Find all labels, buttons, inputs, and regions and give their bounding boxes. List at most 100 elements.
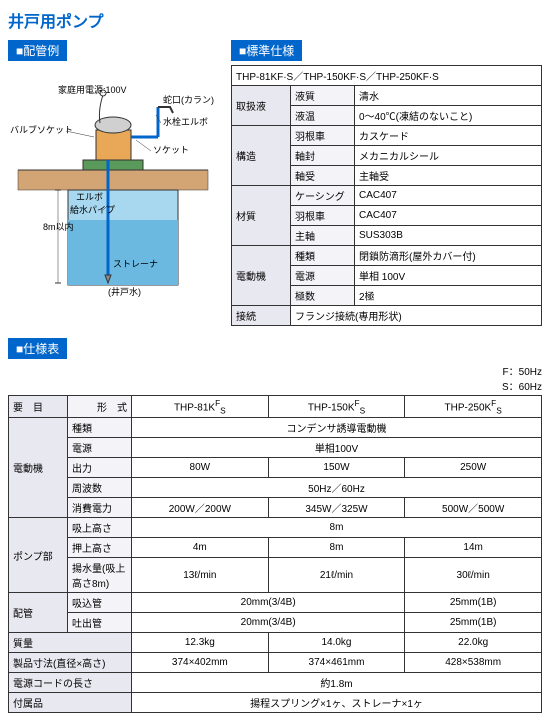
val-cell: 21ℓ/min: [268, 558, 405, 593]
cat-cell: 電源コードの長さ: [9, 673, 132, 693]
label-elbow: エルボ: [76, 192, 103, 202]
val-cell: 12.3kg: [132, 633, 269, 653]
val-cell: 0～40℃(凍結のないこと): [355, 106, 542, 126]
sub-cell: 種類: [68, 418, 132, 438]
val-cell: 4m: [132, 538, 269, 558]
label-socket: ソケット: [153, 145, 189, 155]
val-cell: 374×402mm: [132, 653, 269, 673]
val-cell: 単相100V: [132, 438, 542, 458]
label-depth: 8m以内: [43, 221, 74, 232]
sub-cell: 電源: [68, 438, 132, 458]
sub-cell: 液質: [291, 86, 355, 106]
label-strainer: ストレーナ: [113, 259, 158, 269]
val-cell: 8m: [268, 538, 405, 558]
val-cell: 80W: [132, 458, 269, 478]
val-cell: 345W／325W: [268, 498, 405, 518]
model-3: THP-250KFS: [405, 396, 542, 418]
sub-cell: 出力: [68, 458, 132, 478]
page-title: 井戸用ポンプ: [8, 8, 542, 32]
val-cell: フランジ接続(専用形状): [291, 306, 542, 326]
sub-cell: 軸受: [291, 166, 355, 186]
sub-cell: 液温: [291, 106, 355, 126]
label-faucet: 蛇口(カラン): [163, 94, 214, 105]
val-cell: 14m: [405, 538, 542, 558]
spec-table: 要 目 形 式 THP-81KFS THP-150KFS THP-250KFS …: [8, 395, 542, 713]
cat-cell: 接続: [232, 306, 291, 326]
val-cell: 25mm(1B): [405, 613, 542, 633]
standard-spec-table: THP-81KF·S／THP-150KF·S／THP-250KF·S 取扱液液質…: [231, 65, 542, 326]
val-cell: SUS303B: [355, 226, 542, 246]
val-cell: 8m: [132, 518, 542, 538]
cat-cell: 材質: [232, 186, 291, 246]
cat-cell: 取扱液: [232, 86, 291, 126]
sub-cell: 消費電力: [68, 498, 132, 518]
diagram-section: ■配管例: [8, 40, 223, 326]
col-model: 形 式: [68, 396, 132, 418]
cat-cell: 付属品: [9, 693, 132, 713]
sub-cell: 極数: [291, 286, 355, 306]
label-pipe: 給水パイプ: [70, 204, 115, 215]
sub-cell: 主軸: [291, 226, 355, 246]
val-cell: 22.0kg: [405, 633, 542, 653]
val-cell: 揚程スプリング×1ヶ、ストレーナ×1ヶ: [132, 693, 542, 713]
spec-table-header: ■仕様表: [8, 338, 67, 359]
sub-cell: 周波数: [68, 478, 132, 498]
sub-cell: ケーシング: [291, 186, 355, 206]
val-cell: 単相 100V: [355, 266, 542, 286]
val-cell: 250W: [405, 458, 542, 478]
val-cell: 13ℓ/min: [132, 558, 269, 593]
sub-cell: 吸上高さ: [68, 518, 132, 538]
sub-cell: 軸封: [291, 146, 355, 166]
val-cell: 2極: [355, 286, 542, 306]
sub-cell: 羽根車: [291, 126, 355, 146]
val-cell: 閉鎖防滴形(屋外カバー付): [355, 246, 542, 266]
freq-note: F：50Hz S：60Hz: [8, 363, 542, 393]
val-cell: CAC407: [355, 186, 542, 206]
val-cell: 428×538mm: [405, 653, 542, 673]
sub-cell: 吐出管: [68, 613, 132, 633]
val-cell: 20mm(3/4B): [132, 593, 405, 613]
val-cell: メカニカルシール: [355, 146, 542, 166]
sub-cell: 押上高さ: [68, 538, 132, 558]
val-cell: 14.0kg: [268, 633, 405, 653]
col-item: 要 目: [9, 396, 68, 418]
top-row: ■配管例: [8, 40, 542, 326]
label-power: 家庭用電源:100V: [58, 84, 127, 95]
cat-cell: ポンプ部: [9, 518, 68, 593]
cat-cell: 製品寸法(直径×高さ): [9, 653, 132, 673]
val-cell: CAC407: [355, 206, 542, 226]
model-1: THP-81KFS: [132, 396, 269, 418]
standard-spec-header: ■標準仕様: [231, 40, 302, 61]
val-cell: 主軸受: [355, 166, 542, 186]
cat-cell: 電動機: [9, 418, 68, 518]
piping-diagram: 家庭用電源:100V 蛇口(カラン) バルブソケット 水栓エルボ ソケット エル…: [8, 65, 218, 305]
cat-cell: 電動機: [232, 246, 291, 306]
val-cell: 200W／200W: [132, 498, 269, 518]
val-cell: 30ℓ/min: [405, 558, 542, 593]
diagram-header: ■配管例: [8, 40, 67, 61]
cat-cell: 配管: [9, 593, 68, 633]
sub-cell: 羽根車: [291, 206, 355, 226]
val-cell: 500W／500W: [405, 498, 542, 518]
val-cell: 374×461mm: [268, 653, 405, 673]
label-valve: バルブソケット: [10, 124, 73, 135]
val-cell: 150W: [268, 458, 405, 478]
model-2: THP-150KFS: [268, 396, 405, 418]
val-cell: 25mm(1B): [405, 593, 542, 613]
spec-table-section: ■仕様表 F：50Hz S：60Hz 要 目 形 式 THP-81KFS THP…: [8, 338, 542, 713]
models-cell: THP-81KF·S／THP-150KF·S／THP-250KF·S: [232, 66, 542, 86]
standard-spec-section: ■標準仕様 THP-81KF·S／THP-150KF·S／THP-250KF·S…: [231, 40, 542, 326]
label-well: (井戸水): [108, 286, 141, 297]
sub-cell: 吸込管: [68, 593, 132, 613]
sub-cell: 種類: [291, 246, 355, 266]
val-cell: 清水: [355, 86, 542, 106]
val-cell: コンデンサ誘導電動機: [132, 418, 542, 438]
label-elbow-water: 水栓エルボ: [163, 116, 208, 127]
sub-cell: 揚水量(吸上高さ8m): [68, 558, 132, 593]
cat-cell: 質量: [9, 633, 132, 653]
val-cell: カスケード: [355, 126, 542, 146]
val-cell: 約1.8m: [132, 673, 542, 693]
cat-cell: 構造: [232, 126, 291, 186]
val-cell: 20mm(3/4B): [132, 613, 405, 633]
sub-cell: 電源: [291, 266, 355, 286]
